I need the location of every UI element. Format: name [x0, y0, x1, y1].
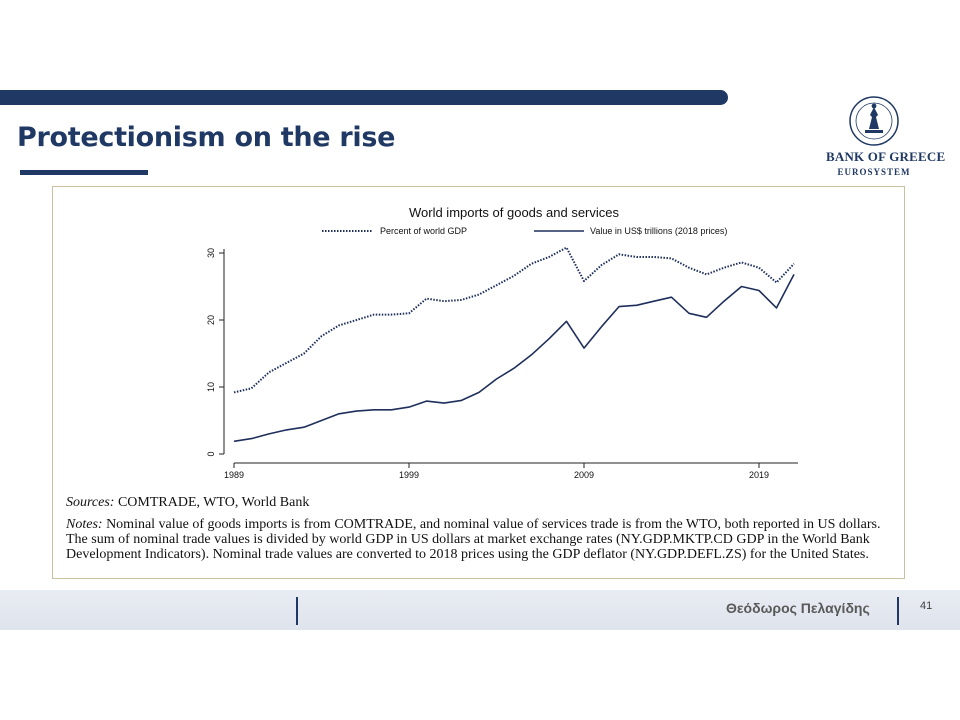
legend-label: Percent of world GDP [380, 226, 467, 236]
title-underline [20, 170, 148, 175]
series-line-percent-gdp [233, 246, 795, 394]
sources-text: COMTRADE, WTO, World Bank [114, 495, 310, 510]
y-tick-label: 30 [206, 248, 216, 258]
chart-axes: 0 10 20 30 1989 1999 2009 2019 [206, 248, 798, 480]
legend-label: Value in US$ trillions (2018 prices) [590, 226, 727, 236]
chart-title: World imports of goods and services [409, 205, 620, 220]
sources-label: Sources: [66, 495, 115, 510]
footer-band [0, 590, 960, 630]
x-tick-label: 1989 [224, 470, 244, 480]
series-line-value-trillions [233, 274, 795, 443]
x-tick-label: 2009 [574, 470, 594, 480]
x-tick-label: 1999 [399, 470, 419, 480]
x-tick-label: 2019 [749, 470, 769, 480]
y-tick-label: 0 [206, 451, 216, 456]
logo-subtitle: EUROSYSTEM [837, 167, 911, 177]
page-number: 41 [920, 600, 933, 612]
notes-text: Nominal value of goods imports is from C… [66, 517, 881, 562]
notes-paragraph: Notes: Nominal value of goods imports is… [66, 517, 896, 562]
chart-series [233, 246, 795, 443]
logo-bank-name: Bank of Greece [826, 149, 946, 164]
sources-line: Sources: COMTRADE, WTO, World Bank [66, 495, 309, 511]
header-band [0, 90, 728, 105]
y-tick-label: 10 [206, 382, 216, 392]
bank-logo: Bank of Greece EUROSYSTEM [826, 95, 946, 185]
notes-label: Notes: [66, 517, 103, 532]
figure-panel [52, 186, 905, 579]
chart-legend: Percent of world GDP Value in US$ trillio… [322, 226, 727, 236]
slide-title: Protectionism on the rise [17, 122, 396, 153]
y-tick-label: 20 [206, 315, 216, 325]
footer-divider [897, 597, 899, 625]
footer-author: Θεόδωρος Πελαγίδης [726, 600, 870, 616]
bank-seal-icon [849, 96, 899, 146]
footer-divider [296, 597, 298, 625]
